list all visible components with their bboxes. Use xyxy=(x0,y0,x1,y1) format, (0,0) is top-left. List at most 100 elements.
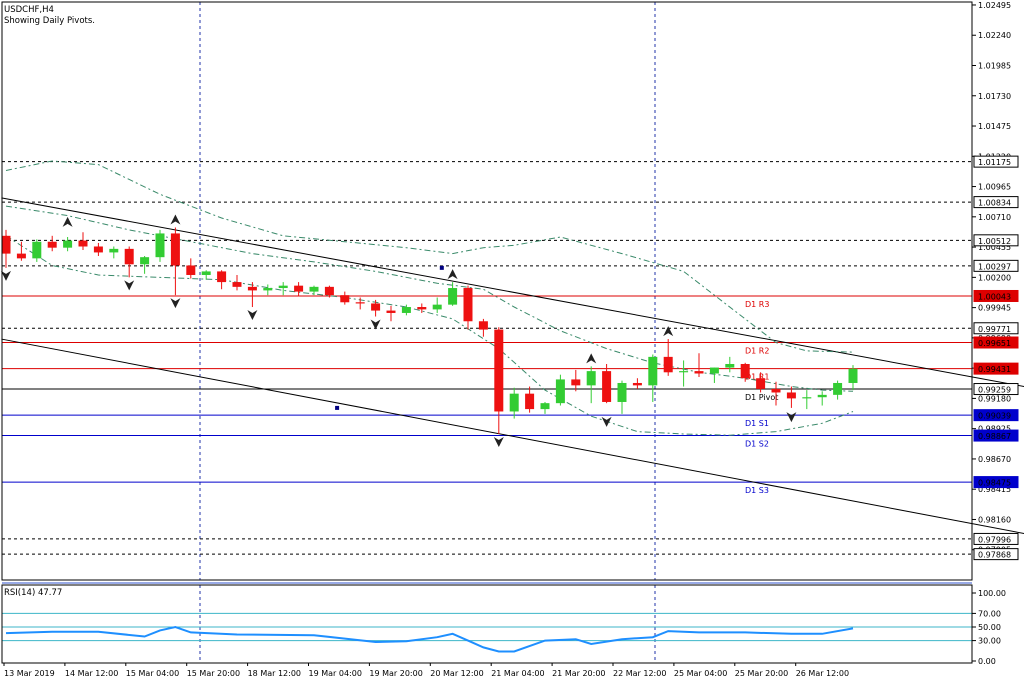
price-tick-label: 0.98670 xyxy=(978,455,1011,464)
candle xyxy=(386,305,396,322)
dashed-level-tag: 1.00834 xyxy=(973,196,1019,209)
candle xyxy=(786,386,796,408)
candle xyxy=(109,246,119,259)
candle-body xyxy=(463,288,473,322)
envelope-mid-line xyxy=(5,205,854,392)
candle-body xyxy=(124,248,134,265)
candle xyxy=(694,353,704,378)
fractal-up-arrow xyxy=(663,326,674,337)
grid-layer xyxy=(199,2,656,663)
candle xyxy=(186,258,196,279)
pivot-price-tag-text: 0.99039 xyxy=(978,412,1011,421)
candle xyxy=(140,255,150,274)
price-tick-label: 1.01985 xyxy=(978,61,1011,70)
candle xyxy=(278,282,288,296)
pivot-label: D1 S3 xyxy=(745,486,769,495)
fractal-up-arrow xyxy=(170,214,181,225)
pivot-price-tag: 0.99431 xyxy=(973,362,1019,375)
candle-body xyxy=(294,285,304,292)
candle-body xyxy=(602,371,612,402)
candle-body xyxy=(47,241,57,248)
candle-body xyxy=(694,371,704,374)
rsi-layer xyxy=(2,612,972,653)
candle-body xyxy=(679,371,689,373)
price-tick-label: 1.00710 xyxy=(978,213,1011,222)
time-tick-label: 15 Mar 04:00 xyxy=(126,669,179,678)
fractal-down-arrow xyxy=(124,280,135,291)
candle xyxy=(540,401,550,414)
candle xyxy=(324,285,334,298)
fractal-down-arrow xyxy=(370,319,381,330)
dashed-level-tag: 1.01175 xyxy=(973,155,1019,168)
candle xyxy=(555,374,565,406)
fractal-up-arrow xyxy=(586,353,597,364)
time-tick-label: 25 Mar 20:00 xyxy=(735,669,788,678)
time-tick-label: 19 Mar 20:00 xyxy=(369,669,422,678)
candle xyxy=(679,360,689,387)
time-tick-label: 22 Mar 12:00 xyxy=(613,669,666,678)
candle-body xyxy=(571,379,581,386)
candle xyxy=(232,274,242,291)
time-tick-label: 25 Mar 04:00 xyxy=(674,669,727,678)
candle-body xyxy=(586,371,596,386)
candle xyxy=(586,366,596,404)
price-tick-label: 1.00200 xyxy=(978,273,1011,282)
time-tick-label: 18 Mar 12:00 xyxy=(248,669,301,678)
price-tags-layer: 1.01175 1.00834 1.00512 1.00297 0.99771 0.979… xyxy=(973,155,1019,561)
dashed-level-tag-box xyxy=(973,196,1019,209)
dashed-level-tag-text: 1.01175 xyxy=(978,158,1011,167)
candle xyxy=(663,339,673,376)
pivot-price-tag-box xyxy=(973,383,1019,396)
dashed-level-tag: 0.97996 xyxy=(973,532,1019,545)
candle-body xyxy=(802,397,812,399)
candle xyxy=(401,304,411,316)
candle-body xyxy=(509,393,519,412)
dashed-level-tag-box xyxy=(973,532,1019,545)
time-tick-label: 20 Mar 12:00 xyxy=(430,669,483,678)
candle xyxy=(509,387,519,419)
candle-body xyxy=(771,388,781,393)
candle xyxy=(217,270,227,290)
pivot-price-tag-box xyxy=(973,409,1019,422)
candle-body xyxy=(155,233,165,258)
candle-body xyxy=(848,368,858,383)
candle-body xyxy=(201,271,211,275)
candle xyxy=(417,303,427,313)
candle xyxy=(201,270,211,280)
rsi-tick-label: 50.00 xyxy=(978,623,1001,632)
price-tick-label: 1.01475 xyxy=(978,122,1011,131)
candle xyxy=(463,285,473,330)
fractal-down-arrow xyxy=(493,437,504,448)
candle-body xyxy=(632,382,642,386)
fractal-up-arrow xyxy=(62,216,73,227)
price-tick-label: 0.98160 xyxy=(978,515,1011,524)
time-tick-label: 13 Mar 2019 xyxy=(4,669,55,678)
candle-body xyxy=(63,240,73,248)
channel-line-0 xyxy=(1,197,1024,388)
envelope-upper-line xyxy=(5,160,854,353)
candle xyxy=(709,367,719,383)
candle-body xyxy=(555,379,565,404)
dashed-level-tag: 1.00512 xyxy=(973,234,1019,247)
candle xyxy=(848,365,858,391)
candle-body xyxy=(16,253,26,259)
price-tick-label: 1.01730 xyxy=(978,92,1011,101)
candle xyxy=(571,369,581,392)
candle xyxy=(771,381,781,406)
candle-body xyxy=(648,356,658,386)
fractal-down-arrow xyxy=(247,310,258,321)
candle-body xyxy=(786,392,796,399)
candle-body xyxy=(263,288,273,291)
candle xyxy=(632,378,642,389)
candle xyxy=(817,391,827,406)
channel-lines-layer xyxy=(1,197,1024,535)
candle-body xyxy=(109,248,119,253)
rsi-line xyxy=(5,625,854,653)
price-tick-label: 0.98925 xyxy=(978,425,1011,434)
price-tick-label: 1.00455 xyxy=(978,243,1011,252)
pivot-price-tag: 1.00043 xyxy=(973,289,1019,302)
candle-body xyxy=(401,307,411,313)
main-plot-frame xyxy=(1,1,973,581)
candle xyxy=(170,227,180,296)
pivot-label: D1 R3 xyxy=(745,300,769,309)
